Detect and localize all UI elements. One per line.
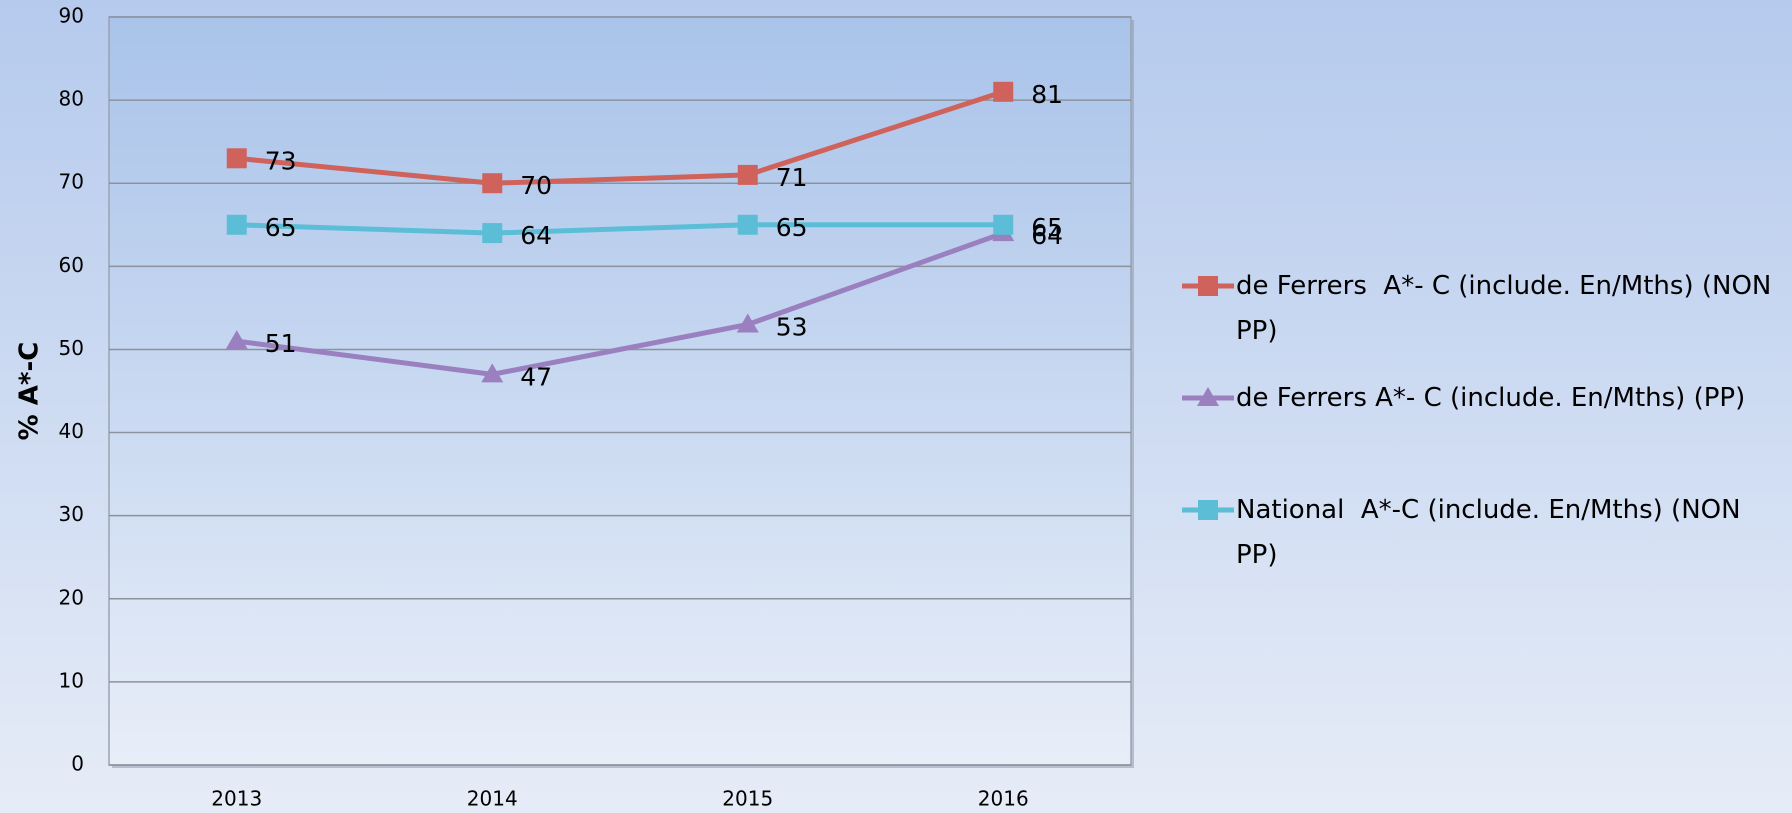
legend-item: de Ferrers A*- C (include. En/Mths) (PP) [1180, 376, 1781, 421]
series-line [236, 89, 1005, 186]
y-tick-label: 70 [59, 170, 84, 194]
legend-key [1182, 276, 1234, 296]
legend-key [1182, 387, 1234, 406]
point [993, 214, 1014, 235]
legend-label: de Ferrers A*- C (include. En/Mths) (PP) [1236, 383, 1746, 413]
y-tick-label: 10 [59, 668, 84, 692]
y-tick-label: 60 [59, 253, 84, 277]
data-label: 65 [1031, 213, 1063, 242]
legend-label: de Ferrers A*- C (include. En/Mths) (NON… [1236, 271, 1780, 346]
x-tick-label: 2016 [978, 787, 1029, 811]
x-tick-label: 2014 [467, 787, 518, 811]
y-tick-label: 90 [59, 4, 84, 28]
series-line [236, 230, 1005, 377]
legend-marker [1198, 500, 1218, 520]
point [225, 330, 248, 350]
y-tick-label: 80 [59, 87, 84, 111]
x-tick-label: 2015 [722, 787, 773, 811]
data-label: 70 [520, 171, 552, 200]
point [226, 148, 247, 169]
y-axis-title: % A*-C [15, 342, 45, 441]
y-tick-label: 20 [59, 585, 84, 609]
legend-marker [1197, 387, 1219, 406]
legend-item: National A*-C (include. En/Mths) (NON PP… [1180, 488, 1781, 578]
data-label: 65 [265, 213, 297, 242]
point [737, 214, 758, 235]
y-tick-label: 50 [59, 336, 84, 360]
data-label: 71 [776, 163, 808, 192]
data-label: 65 [776, 213, 808, 242]
data-label: 47 [520, 362, 552, 391]
x-tick-label: 2013 [211, 787, 262, 811]
point [993, 81, 1014, 102]
point [736, 313, 759, 333]
point [481, 363, 504, 383]
data-label: 53 [776, 313, 808, 342]
legend-key [1182, 500, 1234, 520]
plot-area [108, 16, 1132, 766]
point [226, 214, 247, 235]
point [482, 223, 503, 244]
y-tick-label: 30 [59, 502, 84, 526]
point [482, 173, 503, 194]
point [737, 164, 758, 185]
data-label: 64 [520, 221, 552, 250]
legend-label: National A*-C (include. En/Mths) (NON PP… [1236, 495, 1749, 570]
series-line [236, 222, 1004, 236]
legend-marker [1198, 276, 1218, 296]
data-label: 51 [265, 329, 297, 358]
data-label: 64 [1031, 221, 1063, 250]
data-label: 81 [1031, 80, 1063, 109]
y-tick-label: 0 [71, 752, 84, 776]
y-tick-label: 40 [59, 419, 84, 443]
data-label: 73 [265, 146, 297, 175]
legend-item: de Ferrers A*- C (include. En/Mths) (NON… [1180, 264, 1781, 354]
